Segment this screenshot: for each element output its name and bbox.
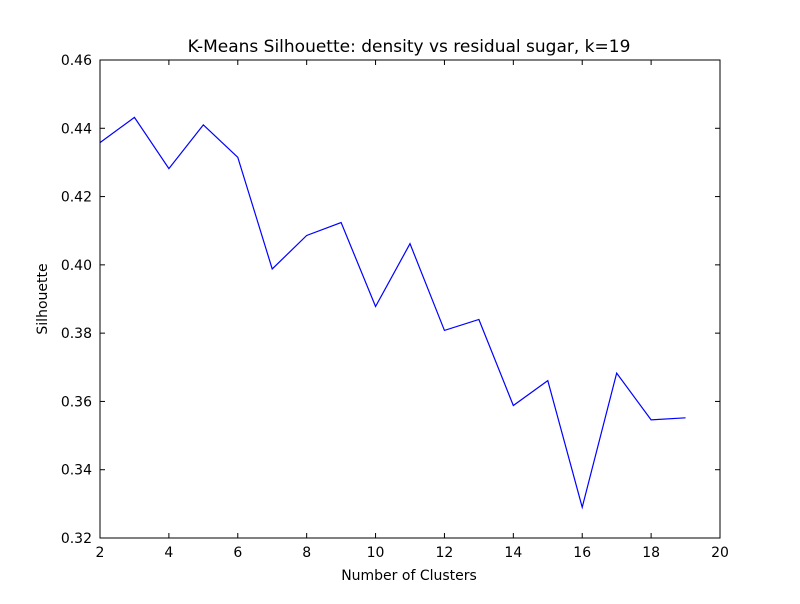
y-axis-label: Silhouette [35,263,51,334]
x-tick-label: 10 [367,545,385,561]
plot-frame [100,60,720,538]
x-axis-label: Number of Clusters [341,568,477,584]
x-tick-label: 2 [96,545,105,561]
plot-area: 2 4 6 8 10 12 14 16 18 20 0.32 0.34 0.36 0.38 0.40 0.42… [61,53,729,561]
y-tick-label: 0.46 [61,53,92,69]
y-tick-label: 0.42 [61,190,92,206]
y-tick-label: 0.40 [61,258,92,274]
x-tick-label: 6 [233,545,242,561]
x-tick-label: 16 [573,545,591,561]
x-tick-label: 12 [436,545,454,561]
y-tick-label: 0.34 [61,463,92,479]
x-tick-label: 18 [642,545,660,561]
x-tick-label: 14 [504,545,522,561]
series-line [100,117,686,507]
x-tick-label: 20 [711,545,729,561]
x-tick-label: 4 [164,545,173,561]
y-tick-label: 0.38 [61,326,92,342]
chart-title: K-Means Silhouette: density vs residual … [188,37,631,57]
x-tick-label: 8 [302,545,311,561]
y-tick-label: 0.36 [61,394,92,410]
y-tick-label: 0.44 [61,121,92,137]
y-tick-label: 0.32 [61,531,92,547]
